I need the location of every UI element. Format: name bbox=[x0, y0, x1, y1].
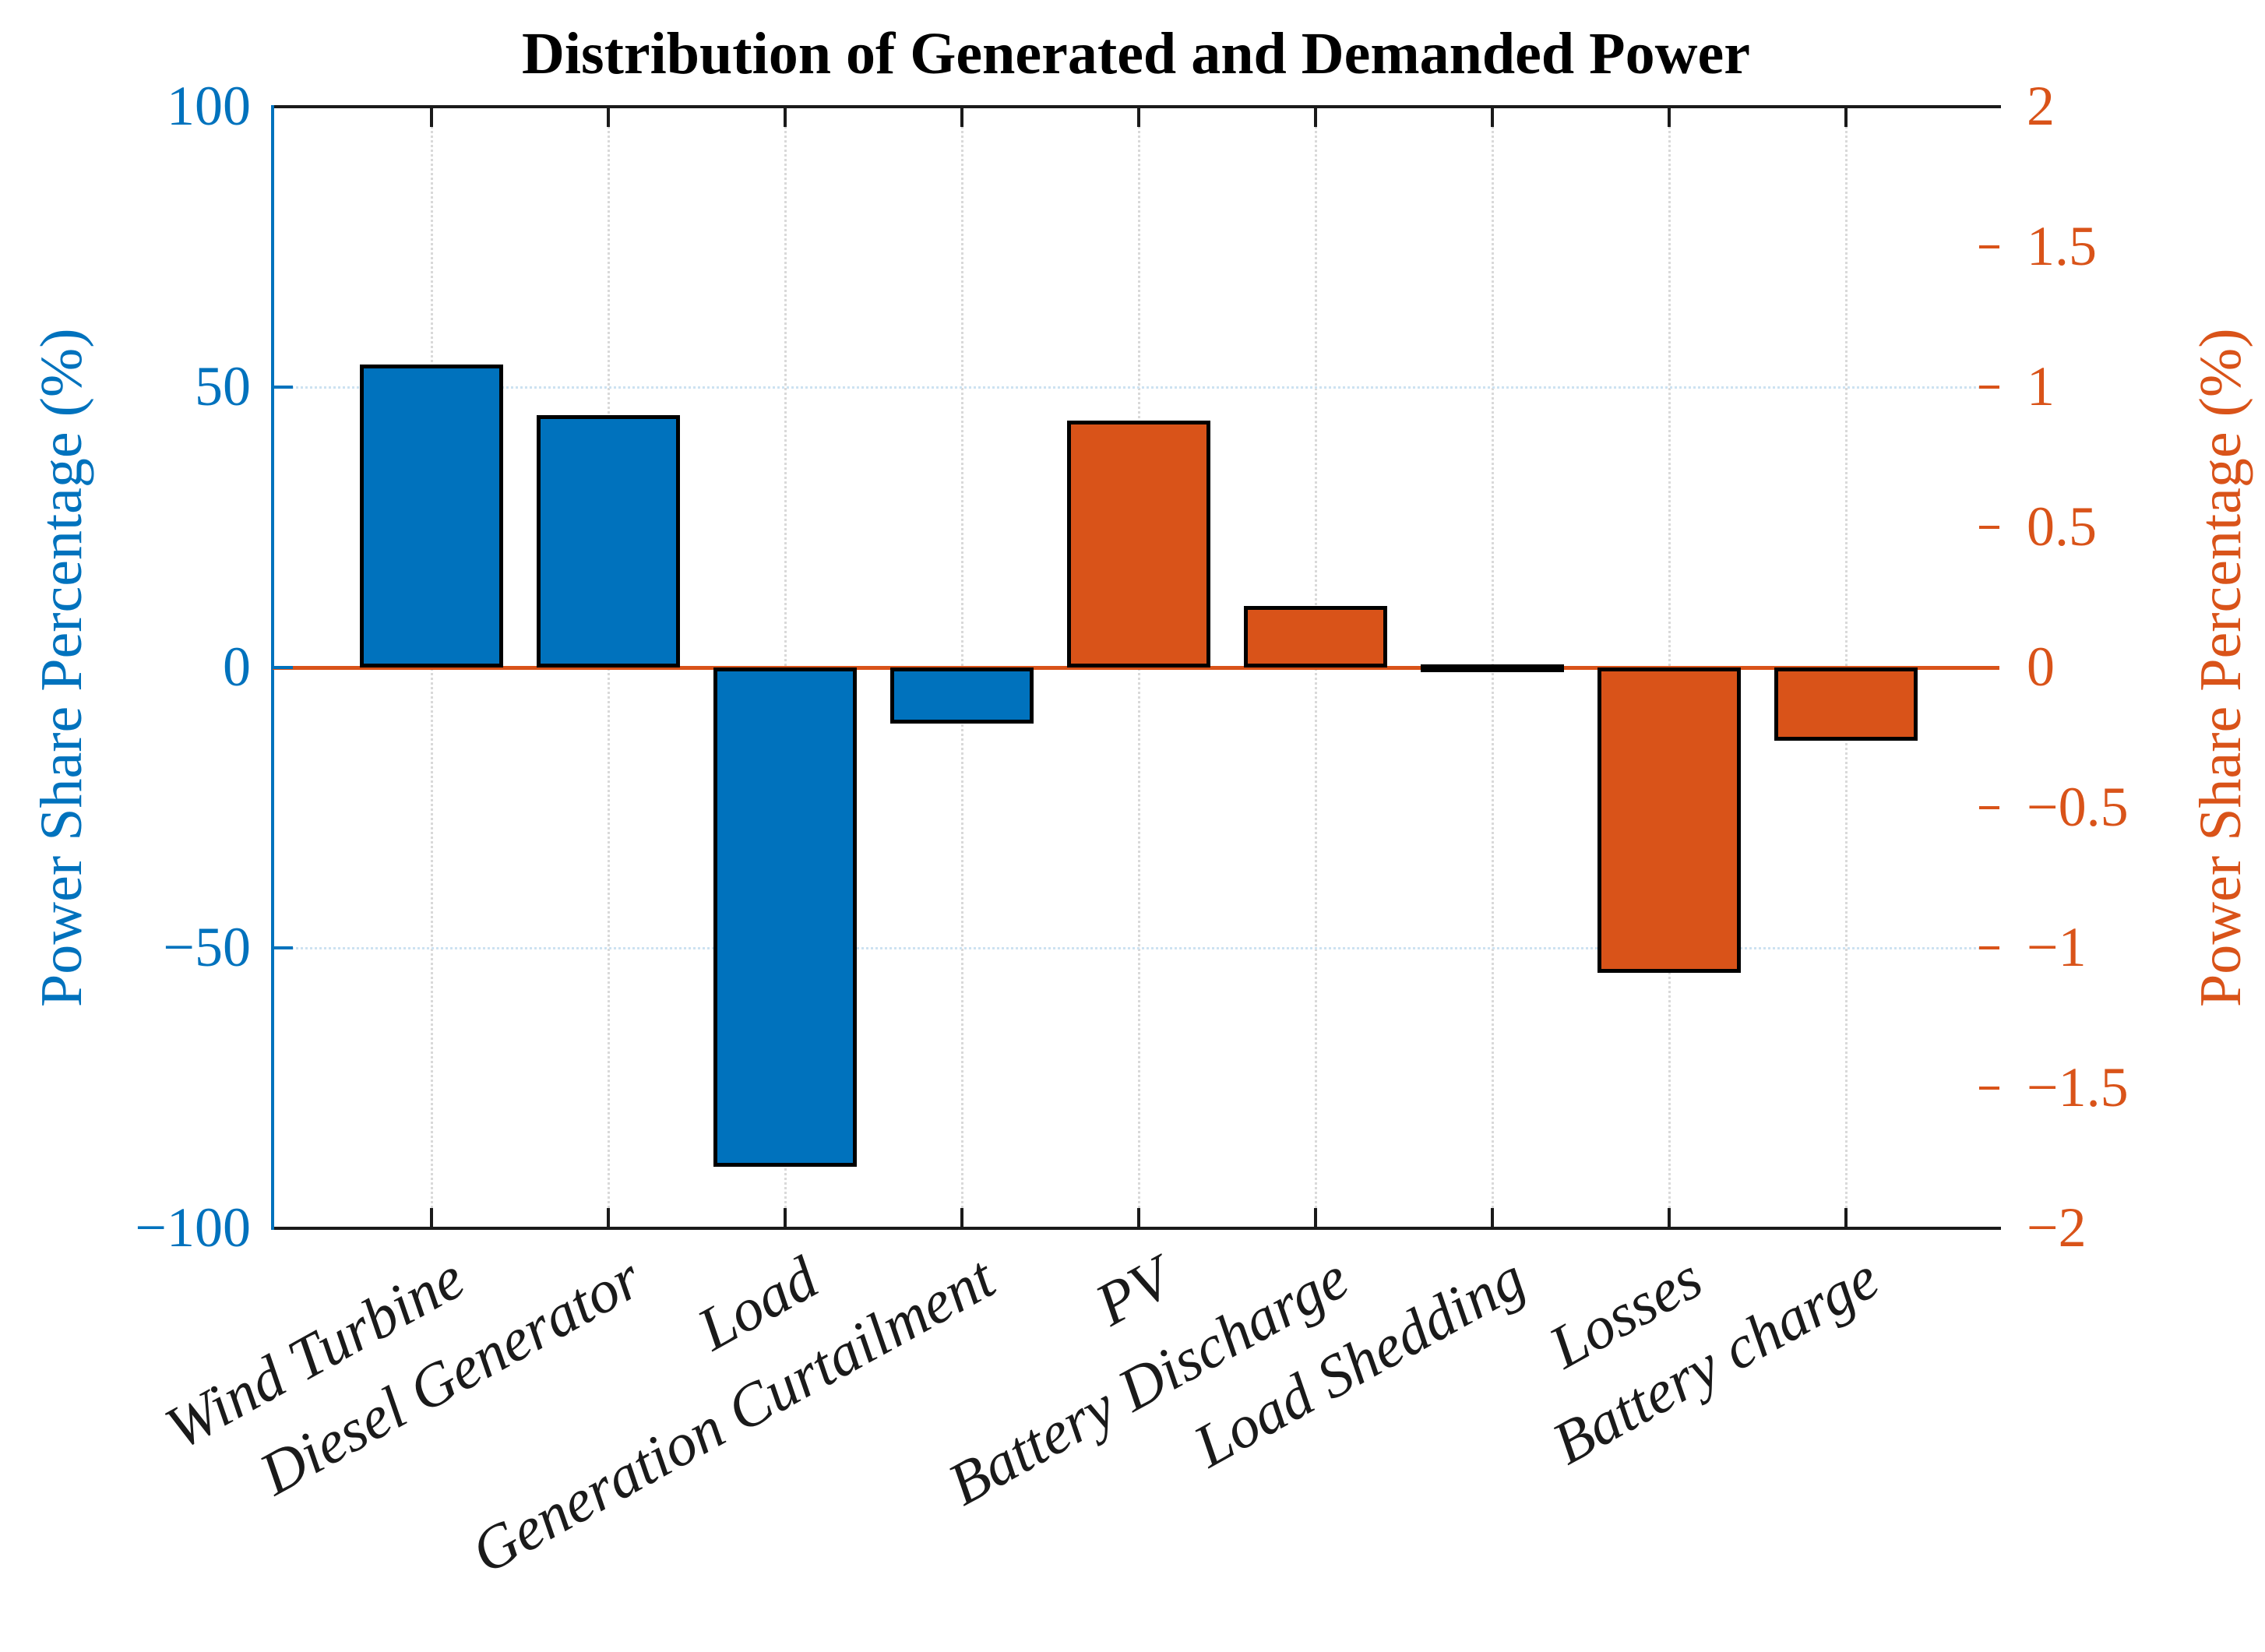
left-y-tick-label-0: 0 bbox=[223, 636, 251, 698]
right-y-tick-label-0: 0 bbox=[2027, 636, 2055, 698]
left-y-tick-label-50: 50 bbox=[195, 355, 251, 417]
right-y-tick-label-2: 2 bbox=[2027, 75, 2055, 137]
right-axis-tick-1 bbox=[1979, 386, 1999, 389]
left-y-tick-label-100: 100 bbox=[167, 75, 251, 137]
left-y-tick-label-−50: −50 bbox=[163, 916, 251, 978]
x-axis-tick-top-pv bbox=[1137, 107, 1140, 127]
x-axis-line bbox=[271, 1227, 2001, 1230]
x-axis-tick-top-generation-curtailment bbox=[960, 107, 963, 127]
horizontal-gridline-50 bbox=[273, 386, 1999, 389]
right-y-tick-label-−0.5: −0.5 bbox=[2027, 776, 2129, 838]
x-axis-tick-top-battery-charge bbox=[1844, 107, 1848, 127]
right-axis-tick-0.5 bbox=[1979, 526, 1999, 529]
x-axis-tick-bottom-load bbox=[784, 1208, 787, 1228]
x-axis-tick-top-load-shedding bbox=[1491, 107, 1494, 127]
left-axis-tick-50 bbox=[273, 386, 293, 389]
x-axis-tick-bottom-battery-discharge bbox=[1314, 1208, 1317, 1228]
x-axis-tick-bottom-generation-curtailment bbox=[960, 1208, 963, 1228]
x-tick-label-pv: PV bbox=[1084, 1243, 1182, 1339]
left-axis-tick-−50 bbox=[273, 946, 293, 949]
left-axis-tick-0 bbox=[273, 666, 293, 669]
bar-load-shedding bbox=[1421, 664, 1564, 672]
right-y-tick-label-−2: −2 bbox=[2027, 1196, 2087, 1259]
right-axis-tick-−0.5 bbox=[1979, 806, 1999, 809]
bar-generation-curtailment bbox=[890, 667, 1034, 724]
plot-border-top bbox=[271, 105, 2001, 108]
x-axis-tick-bottom-losses bbox=[1668, 1208, 1671, 1228]
x-axis-tick-bottom-pv bbox=[1137, 1208, 1140, 1228]
bar-battery-discharge bbox=[1244, 605, 1387, 667]
x-axis-tick-bottom-load-shedding bbox=[1491, 1208, 1494, 1228]
left-y-tick-label-−100: −100 bbox=[135, 1196, 251, 1259]
horizontal-gridline-−50 bbox=[273, 946, 1999, 949]
x-axis-tick-top-wind-turbine bbox=[430, 107, 433, 127]
right-y-tick-label-−1.5: −1.5 bbox=[2027, 1056, 2129, 1118]
right-y-tick-label-1.5: 1.5 bbox=[2027, 215, 2097, 277]
right-axis-tick-−1.5 bbox=[1979, 1087, 1999, 1090]
right-y-axis-label: Power Share Percentage (%) bbox=[2188, 328, 2253, 1007]
bar-pv bbox=[1067, 421, 1210, 667]
bar-losses bbox=[1597, 667, 1741, 974]
zero-baseline bbox=[273, 665, 1999, 670]
bar-load bbox=[713, 667, 857, 1167]
right-y-tick-label-0.5: 0.5 bbox=[2027, 495, 2097, 558]
x-axis-tick-top-load bbox=[784, 107, 787, 127]
x-axis-tick-bottom-battery-charge bbox=[1844, 1208, 1848, 1228]
x-axis-tick-top-losses bbox=[1668, 107, 1671, 127]
x-axis-tick-top-battery-discharge bbox=[1314, 107, 1317, 127]
x-axis-tick-bottom-wind-turbine bbox=[430, 1208, 433, 1228]
bar-diesel-generator bbox=[537, 415, 680, 667]
plot-area bbox=[271, 105, 2001, 1230]
bar-wind-turbine bbox=[360, 365, 503, 667]
right-y-tick-label-1: 1 bbox=[2027, 355, 2055, 417]
x-axis-tick-top-diesel-generator bbox=[607, 107, 610, 127]
right-y-tick-label-−1: −1 bbox=[2027, 916, 2087, 978]
chart-title: Distribution of Generated and Demanded P… bbox=[522, 21, 1750, 86]
right-axis-tick-−1 bbox=[1979, 946, 1999, 949]
right-axis-tick-0 bbox=[1979, 666, 1999, 669]
bar-battery-charge bbox=[1774, 667, 1918, 741]
right-axis-tick-1.5 bbox=[1979, 245, 1999, 248]
x-axis-tick-bottom-diesel-generator bbox=[607, 1208, 610, 1228]
